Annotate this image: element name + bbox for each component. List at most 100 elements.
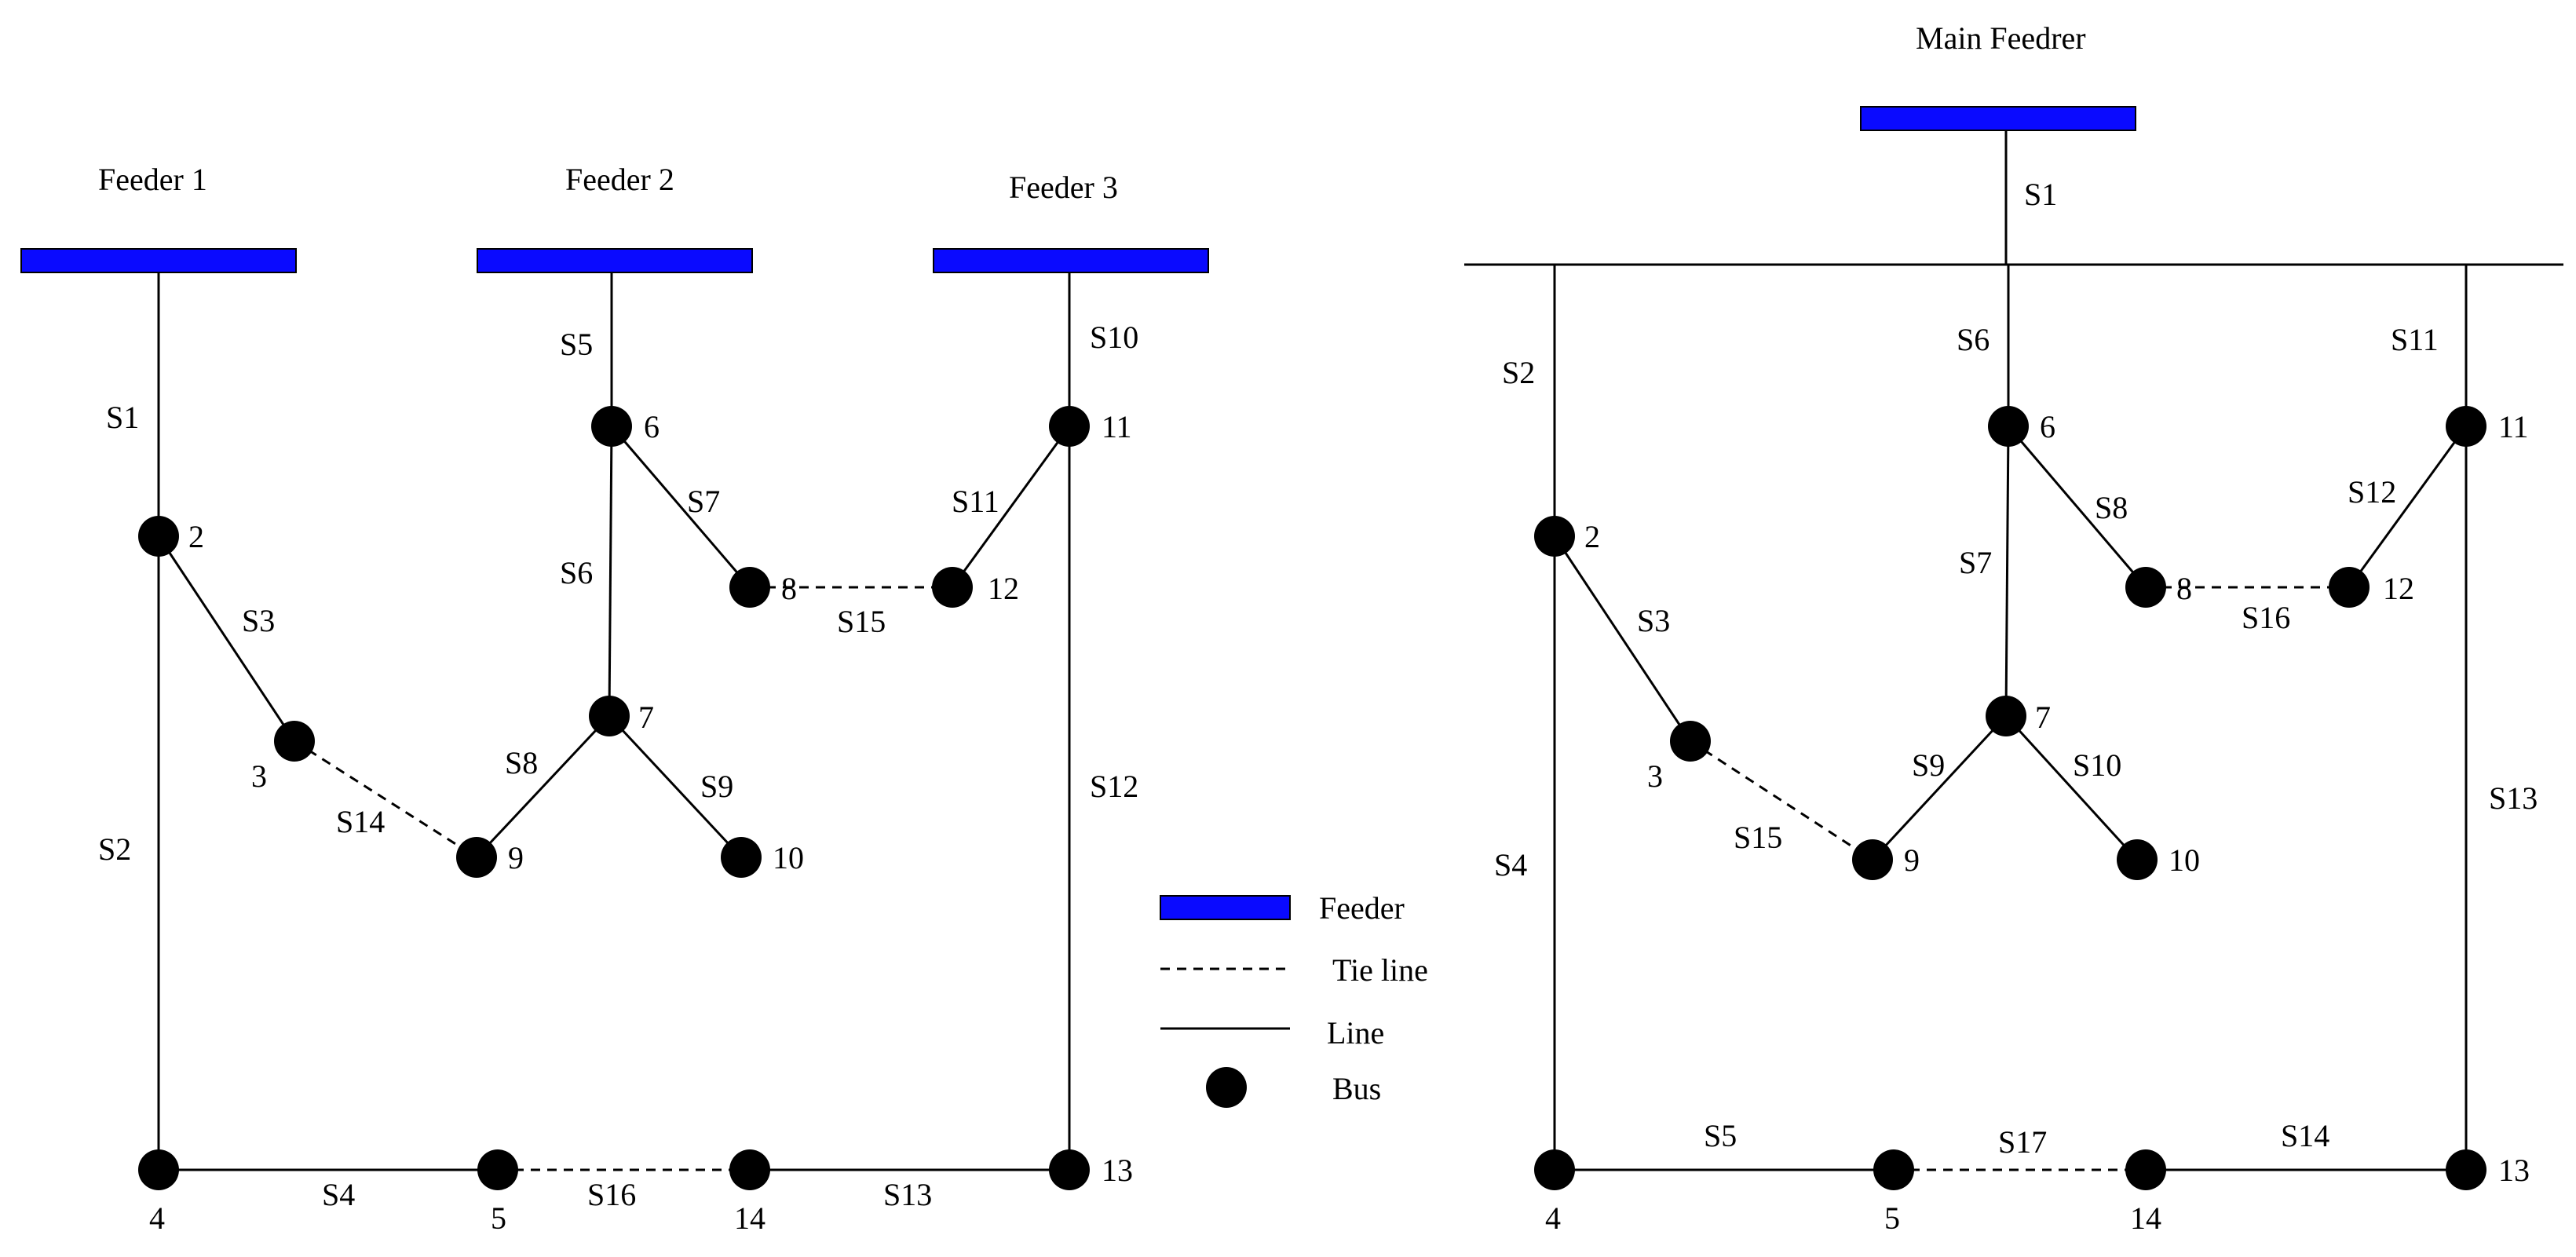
tie-bus3-bus9 [1690,740,1873,861]
bus-3 [274,721,315,762]
section-s11-label: S11 [2391,322,2439,357]
line-bus6-bus7 [2004,426,2010,717]
feeder-2-bar [477,248,753,273]
line-bus2-bus3 [157,535,296,742]
bus-14 [729,1149,770,1190]
section-s10-label: S10 [1090,320,1138,355]
bus-3 [1670,721,1711,762]
bus-11-label: 11 [2498,409,2529,444]
legend-bus-label: Bus [1332,1071,1381,1106]
bus-9 [1852,839,1893,880]
feeder-1-label: Feeder 1 [98,162,207,197]
section-s7-label: S7 [1959,545,1992,580]
section-s12-label: S12 [2348,474,2396,510]
bus-11-label: 11 [1102,409,1132,444]
section-s1-label: S1 [106,400,139,435]
bus-7-label: 7 [2035,700,2051,735]
bus-14-label: 14 [2130,1200,2161,1236]
legend: Feeder Tie line Line Bus [1160,890,1428,1108]
legend-feeder-label: Feeder [1319,890,1405,926]
section-s9-label: S9 [1912,747,1945,783]
legend-tie-line-label: Tie line [1332,952,1428,988]
bus-6 [591,406,632,447]
legend-line-label: Line [1327,1015,1384,1051]
section-s1-label: S1 [2024,177,2057,212]
section-s4-label: S4 [1494,847,1527,882]
bus-6-label: 6 [644,409,660,444]
line-bus6-bus8 [610,426,751,588]
section-s16-label: S16 [2242,600,2290,635]
bus-2 [138,516,179,557]
line-bus11-bus12 [2348,426,2468,588]
bus-13 [2446,1149,2486,1190]
section-s8-label: S8 [505,745,538,780]
section-s13-label: S13 [883,1177,932,1212]
main-feeder-label: Main Feedrer [1916,20,2086,56]
section-s2-label: S2 [1502,355,1535,390]
bus-2 [1534,516,1575,557]
section-s17-label: S17 [1998,1124,2047,1160]
section-s4-label: S4 [322,1177,355,1212]
bus-8-label: 8 [781,571,797,606]
line-bus2-bus3 [1553,535,1692,742]
bus-9-label: 9 [1904,842,1920,878]
feeder-3-label: Feeder 3 [1009,170,1118,205]
section-s12-label: S12 [1090,769,1138,804]
bus-6-label: 6 [2040,409,2055,444]
section-s9-label: S9 [700,769,733,804]
section-s13-label: S13 [2489,780,2538,816]
feeder-3-bar [933,248,1209,273]
section-s6-label: S6 [560,555,593,590]
line-bus6-bus8 [2007,426,2147,588]
line-bus7-bus10 [2004,714,2139,861]
bus-11 [2446,406,2486,447]
section-s5-label: S5 [1704,1118,1737,1153]
bus-3-label: 3 [1647,758,1663,794]
bus-4 [1534,1149,1575,1190]
bus-12 [2329,567,2370,608]
line-bus7-bus9 [1871,714,2008,861]
line-bus7-bus10 [608,714,743,859]
bus-6 [1988,406,2029,447]
feeder-2-label: Feeder 2 [565,162,674,197]
section-s3-label: S3 [242,603,275,638]
bus-5 [1873,1149,1914,1190]
section-s10-label: S10 [2073,747,2121,783]
legend-feeder-swatch [1160,895,1291,920]
section-s15-label: S15 [1734,820,1782,855]
main-feeder-bar [1860,106,2136,131]
bus-12-label: 12 [988,571,1019,606]
bus-10 [2117,839,2158,880]
bus-9 [456,837,497,878]
bus-10 [721,837,762,878]
line-bus11-bus12 [951,426,1071,588]
bus-4-label: 4 [1545,1200,1561,1236]
section-s5-label: S5 [560,327,593,362]
section-s14-label: S14 [2281,1118,2329,1153]
bus-7 [589,696,630,736]
bus-8 [729,567,770,608]
bus-2-label: 2 [188,519,204,554]
tie-bus3-bus9 [294,740,477,859]
bus-12-label: 12 [2383,571,2414,606]
section-s8-label: S8 [2095,490,2128,525]
bus-14 [2125,1149,2166,1190]
section-s14-label: S14 [336,804,385,839]
bus-9-label: 9 [508,840,524,875]
bus-8-label: 8 [2176,571,2192,606]
bus-13-label: 13 [1102,1153,1133,1188]
right-network: Main Feedrer [1464,20,2563,1236]
bus-5-label: 5 [491,1200,506,1236]
left-network: Feeder 1 Feeder 2 Feeder 3 2 3 4 5 6 7 8… [20,162,1209,1236]
bus-7-label: 7 [638,700,654,735]
bus-10-label: 10 [2169,842,2200,878]
bus-4 [138,1149,179,1190]
bus-8 [2125,567,2166,608]
section-s2-label: S2 [98,831,131,867]
line-bus7-bus9 [475,714,611,859]
section-s6-label: S6 [1957,322,1990,357]
section-s11-label: S11 [952,484,999,519]
bus-3-label: 3 [251,758,267,794]
section-s16-label: S16 [587,1177,636,1212]
